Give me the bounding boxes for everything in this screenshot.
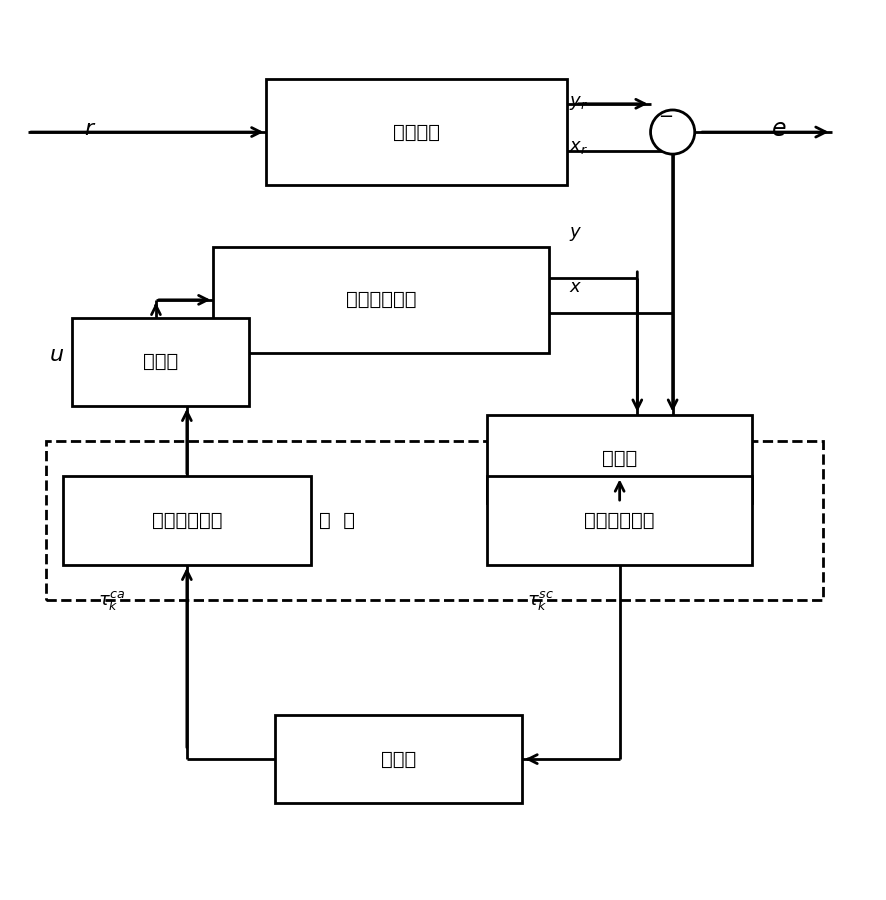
FancyBboxPatch shape — [214, 247, 549, 353]
FancyBboxPatch shape — [487, 476, 752, 565]
Text: $r$: $r$ — [83, 120, 96, 140]
FancyBboxPatch shape — [72, 318, 249, 406]
Text: $e$: $e$ — [771, 117, 787, 141]
Text: $\tau_k^{ca}$: $\tau_k^{ca}$ — [98, 590, 126, 614]
Text: $x_r$: $x_r$ — [570, 138, 588, 156]
FancyBboxPatch shape — [487, 415, 752, 503]
Text: 传感器: 传感器 — [602, 449, 637, 468]
Circle shape — [650, 110, 695, 154]
Text: $x$: $x$ — [570, 277, 583, 295]
Text: 网络诱导时延: 网络诱导时延 — [152, 511, 222, 530]
Text: $y_r$: $y_r$ — [570, 94, 588, 112]
Text: $\tau_k^{sc}$: $\tau_k^{sc}$ — [526, 590, 554, 614]
Text: 控制器: 控制器 — [381, 750, 416, 769]
Text: 网络诱导时延: 网络诱导时延 — [585, 511, 655, 530]
Text: 参考模型: 参考模型 — [393, 122, 440, 141]
Text: $y$: $y$ — [570, 225, 583, 243]
Text: $u$: $u$ — [50, 346, 65, 365]
FancyBboxPatch shape — [267, 79, 567, 185]
FancyBboxPatch shape — [63, 476, 310, 565]
Text: 网  络: 网 络 — [319, 511, 355, 530]
Text: $-$: $-$ — [658, 106, 673, 124]
Text: 执行器: 执行器 — [143, 352, 178, 371]
Text: 有刷直流电机: 有刷直流电机 — [346, 291, 416, 310]
FancyBboxPatch shape — [276, 715, 523, 804]
